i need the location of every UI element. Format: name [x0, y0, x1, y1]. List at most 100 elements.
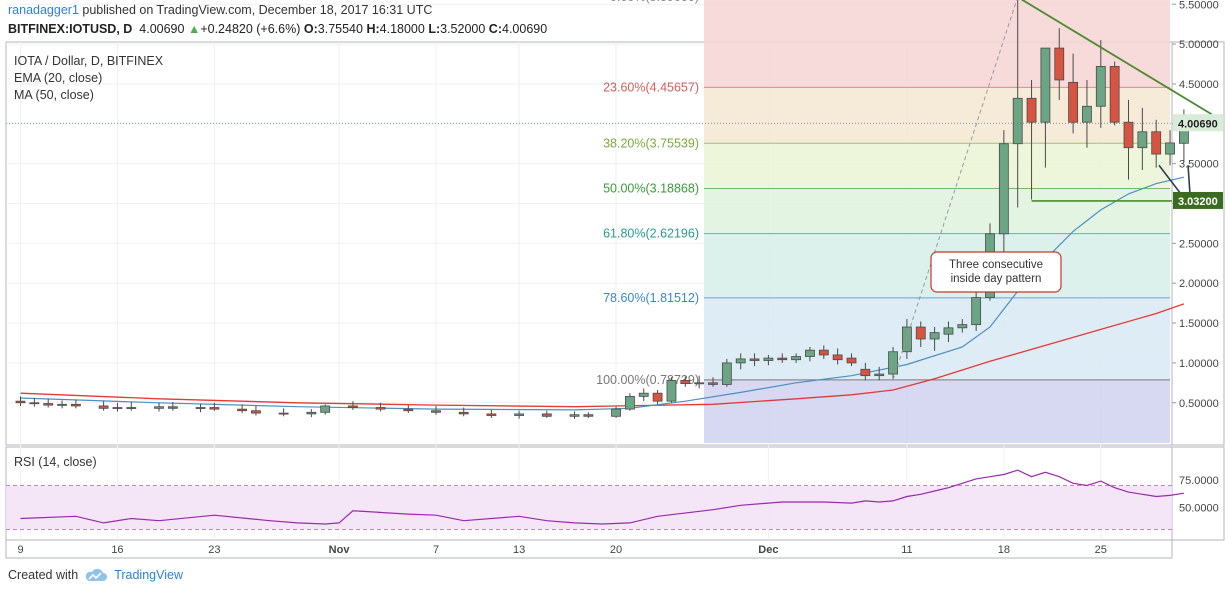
candle-body	[71, 403, 81, 407]
candle	[1109, 61, 1120, 126]
time-axis[interactable]	[5, 539, 1173, 559]
candle-body	[209, 407, 220, 410]
annotation-line2: inside day pattern	[951, 273, 1042, 285]
candle-body	[625, 395, 635, 410]
x-tick-label: 7	[433, 544, 439, 556]
candle	[805, 346, 815, 362]
price-axis-labels: 5.500005.000004.500004.000003.500003.000…	[6, 0, 1223, 515]
candle	[1095, 40, 1106, 128]
candle	[915, 321, 926, 347]
last-price-tag: 4.00690	[1178, 118, 1218, 130]
candle-body	[998, 143, 1009, 235]
candle-body	[1082, 105, 1092, 123]
candle	[1054, 28, 1065, 100]
candle	[1068, 53, 1078, 134]
candle	[403, 405, 414, 414]
x-tick-label: Dec	[758, 544, 778, 556]
candle	[818, 345, 829, 359]
y-tick-label: 4.50000	[1179, 79, 1219, 91]
candle-body	[638, 392, 649, 397]
candle	[791, 353, 801, 363]
candle-body	[237, 408, 248, 412]
tradingview-link[interactable]: TradingView	[114, 568, 183, 582]
candle	[237, 404, 248, 414]
candle-body	[1151, 131, 1162, 155]
footer: Created with TradingView	[8, 568, 183, 582]
candle	[98, 401, 109, 411]
candle-body	[458, 411, 469, 415]
candle	[1165, 130, 1175, 166]
fib-zone	[704, 188, 1170, 234]
fib-level-label: 78.60%(1.81512)	[603, 291, 699, 305]
fib-level-label: 50.00%(3.18868)	[603, 181, 699, 195]
candle	[1137, 107, 1148, 171]
candle-body	[957, 324, 968, 329]
candle-body	[98, 405, 109, 409]
candle-body	[403, 408, 414, 412]
candle-body	[167, 406, 178, 409]
candle	[888, 346, 898, 379]
candle	[29, 397, 40, 407]
candle	[625, 393, 635, 411]
candle-body	[874, 373, 885, 377]
candle	[112, 402, 123, 412]
created-with-text: Created with	[8, 568, 79, 582]
close-value: 4.00690	[502, 22, 548, 36]
price-axis[interactable]	[1171, 41, 1225, 446]
fib-zone	[704, 379, 1170, 443]
chart-title: IOTA / Dollar, D, BITFINEX	[14, 54, 164, 68]
candle	[943, 321, 954, 343]
x-tick-label: Nov	[329, 544, 351, 556]
candle-body	[902, 326, 912, 353]
candle	[15, 396, 26, 406]
candle-body	[915, 326, 926, 340]
y-tick-label: 5.50000	[1179, 0, 1219, 11]
candle	[126, 401, 137, 411]
candle	[431, 405, 441, 415]
rsi-band	[6, 485, 1172, 530]
y-tick-label: 2.00000	[1179, 278, 1219, 290]
candle	[57, 400, 67, 409]
candle-body	[375, 407, 386, 410]
price-chart[interactable]: 0.00%(5.59000) 23.60%(4.45657) 38.20%(3.75…	[0, 0, 1230, 560]
candle	[680, 376, 691, 387]
candle-body	[15, 400, 26, 404]
fib-level-label: 0.00%(5.59000)	[610, 0, 699, 4]
candle	[708, 377, 718, 387]
candle-body	[1095, 66, 1106, 107]
x-tick-label: 16	[111, 544, 123, 556]
candle-body	[832, 354, 843, 361]
candle-body	[818, 349, 829, 356]
y-tick-label: 1.00000	[1179, 358, 1219, 370]
candle	[569, 411, 580, 419]
candle	[874, 366, 885, 381]
candle	[832, 348, 843, 365]
y-tick-label: 1.50000	[1179, 318, 1219, 330]
fib-level-label: 38.20%(3.75539)	[603, 136, 699, 150]
candle-body	[306, 411, 317, 415]
publish-text: published on TradingView.com, December 1…	[82, 3, 433, 17]
candle-body	[486, 413, 497, 416]
candle-body	[431, 410, 441, 413]
candle-body	[1040, 47, 1051, 123]
ma-legend: MA (50, close)	[14, 88, 94, 102]
candle-body	[57, 403, 67, 406]
candle	[486, 409, 497, 418]
candlestick-series	[15, 0, 1189, 419]
candle	[1082, 79, 1092, 148]
candle	[347, 401, 358, 410]
candle-body	[929, 332, 940, 340]
candle-body	[652, 392, 663, 402]
candle-body	[735, 358, 746, 364]
high-label: H:	[366, 22, 380, 36]
last-price-box	[1173, 114, 1223, 132]
candle	[721, 358, 732, 387]
candle-body	[694, 382, 705, 385]
candle	[71, 399, 81, 409]
candle	[763, 354, 774, 366]
candle-body	[1109, 66, 1120, 123]
author-link[interactable]: ranadagger1	[8, 3, 79, 17]
candle-body	[1123, 121, 1134, 149]
candle-body	[278, 412, 289, 415]
candle	[735, 353, 746, 370]
